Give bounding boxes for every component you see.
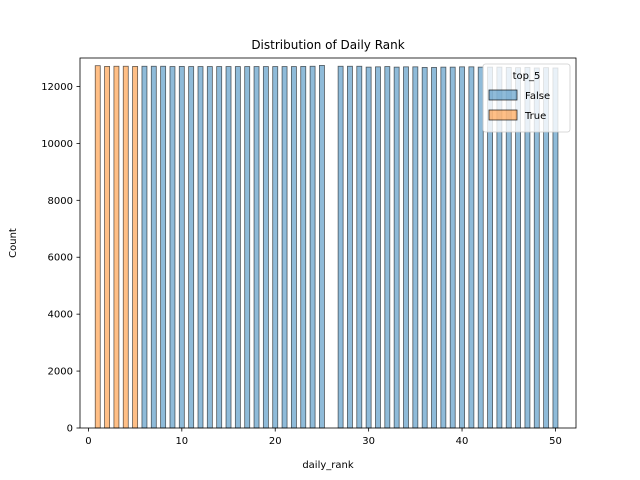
legend-swatch-true — [488, 109, 518, 121]
bar-false-rank-28 — [347, 65, 353, 429]
bar-false-rank-10 — [178, 66, 185, 429]
y-tick-label: 10000 — [41, 139, 73, 150]
bar-false-rank-36 — [421, 66, 428, 429]
bar-false-rank-21 — [281, 66, 288, 429]
x-tick-label: 50 — [549, 436, 562, 447]
bar-false-rank-25 — [319, 65, 325, 429]
bar-false-rank-29 — [356, 65, 363, 429]
bar-false-rank-22 — [290, 66, 297, 429]
bar-false-rank-15 — [225, 66, 232, 429]
y-axis-label: Count — [8, 228, 19, 258]
x-tick-label: 30 — [362, 436, 375, 447]
bar-false-rank-42 — [477, 66, 484, 429]
bar-false-rank-16 — [234, 66, 241, 429]
y-tick-label: 8000 — [48, 196, 73, 207]
legend-label-false: False — [525, 91, 550, 102]
bar-false-rank-39 — [449, 66, 456, 429]
y-tick-label: 12000 — [41, 82, 73, 93]
bar-false-rank-19 — [262, 66, 269, 429]
bar-false-rank-8 — [160, 65, 167, 429]
bar-false-rank-23 — [300, 66, 307, 429]
bar-false-rank-27 — [337, 65, 344, 429]
bar-false-rank-11 — [188, 66, 195, 429]
bar-false-rank-40 — [459, 66, 465, 429]
legend: top_5 False True — [482, 63, 571, 133]
bar-true-rank-5 — [132, 66, 139, 429]
y-tick-label: 4000 — [48, 310, 73, 321]
bar-false-rank-7 — [150, 65, 157, 429]
plot-frame — [79, 57, 577, 429]
bar-false-rank-20 — [272, 66, 279, 429]
bar-false-rank-18 — [253, 66, 260, 429]
bar-false-rank-41 — [468, 66, 475, 429]
bar-false-rank-35 — [412, 66, 419, 429]
bar-false-rank-9 — [169, 66, 176, 429]
bar-false-rank-24 — [309, 65, 316, 429]
bar-false-rank-6 — [141, 65, 148, 429]
bar-true-rank-1 — [94, 65, 101, 429]
bar-false-rank-14 — [216, 66, 223, 429]
bar-false-rank-12 — [197, 66, 204, 429]
x-tick-label: 10 — [175, 436, 188, 447]
bar-false-rank-30 — [365, 66, 372, 429]
bar-false-rank-32 — [384, 66, 391, 429]
chart-title: Distribution of Daily Rank — [251, 38, 404, 52]
y-tick-label: 0 — [67, 424, 73, 435]
x-tick-label: 0 — [85, 436, 91, 447]
bar-false-rank-34 — [403, 66, 409, 429]
x-axis-label: daily_rank — [302, 460, 354, 471]
bar-false-rank-38 — [440, 66, 447, 429]
bar-true-rank-2 — [104, 66, 111, 429]
bar-true-rank-3 — [113, 65, 120, 429]
bar-false-rank-33 — [393, 66, 400, 429]
bar-false-rank-37 — [431, 66, 437, 429]
bar-false-rank-17 — [244, 66, 251, 429]
x-tick-label: 40 — [456, 436, 469, 447]
legend-title: top_5 — [513, 71, 541, 82]
bar-false-rank-13 — [206, 66, 213, 429]
legend-label-true: True — [524, 111, 546, 122]
bar-true-rank-4 — [122, 65, 129, 429]
bar-false-rank-31 — [375, 66, 381, 429]
x-tick-label: 20 — [269, 436, 282, 447]
legend-swatch-false — [488, 89, 518, 101]
axes-layer: 0 10 20 30 40 50 0 2000 4000 6000 8000 10000 12000 — [41, 57, 577, 447]
y-tick-label: 2000 — [48, 367, 73, 378]
y-tick-label: 6000 — [48, 253, 73, 264]
